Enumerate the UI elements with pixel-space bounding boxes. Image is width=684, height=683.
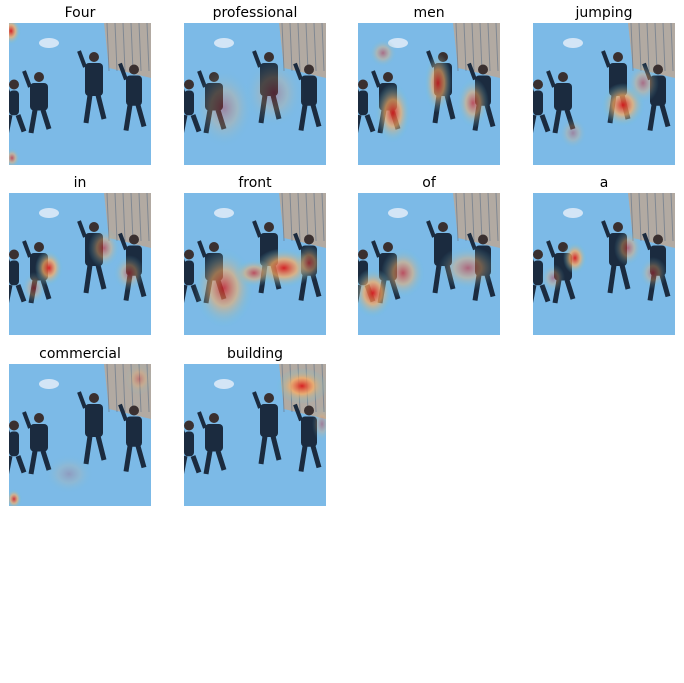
person-silhouette bbox=[293, 403, 322, 472]
person-silhouette bbox=[118, 403, 147, 472]
person-silhouette bbox=[197, 411, 227, 475]
person-silhouette bbox=[77, 50, 107, 124]
person-silhouette bbox=[533, 249, 551, 304]
panel-title: front bbox=[238, 175, 272, 191]
attention-heatmap-image bbox=[184, 23, 326, 165]
person-silhouette bbox=[22, 70, 52, 134]
building-shape bbox=[453, 193, 500, 248]
panel-title: commercial bbox=[39, 346, 121, 362]
person-silhouette bbox=[77, 391, 107, 465]
building-shape bbox=[453, 23, 500, 78]
building-shape bbox=[104, 23, 151, 78]
person-silhouette bbox=[184, 420, 202, 475]
person-silhouette bbox=[358, 79, 376, 134]
panel-title: in bbox=[73, 175, 87, 191]
panel-title: professional bbox=[212, 5, 298, 21]
person-silhouette bbox=[252, 391, 282, 465]
attention-heatmap-image bbox=[184, 364, 326, 506]
attention-heatmap-image bbox=[9, 364, 151, 506]
panel-title: men bbox=[413, 5, 445, 21]
attention-heatmap-image bbox=[184, 193, 326, 335]
panel-title: building bbox=[226, 346, 284, 362]
building-shape bbox=[104, 193, 151, 248]
attention-heatmap-image bbox=[533, 193, 675, 335]
person-silhouette bbox=[9, 79, 27, 134]
person-silhouette bbox=[9, 420, 27, 475]
building-shape bbox=[279, 193, 326, 248]
attention-heatmap-image bbox=[9, 23, 151, 165]
panel-title: jumping bbox=[575, 5, 633, 21]
panel-title: a bbox=[599, 175, 609, 191]
attention-heatmap-image bbox=[533, 23, 675, 165]
person-silhouette bbox=[9, 249, 27, 304]
attention-heatmap-image bbox=[9, 193, 151, 335]
person-silhouette bbox=[533, 79, 551, 134]
person-silhouette bbox=[184, 79, 202, 134]
attention-heatmap-image bbox=[358, 193, 500, 335]
panel-title: of bbox=[422, 175, 436, 191]
panel-title: Four bbox=[64, 5, 96, 21]
person-silhouette bbox=[118, 62, 147, 131]
attention-heatmap-image bbox=[358, 23, 500, 165]
